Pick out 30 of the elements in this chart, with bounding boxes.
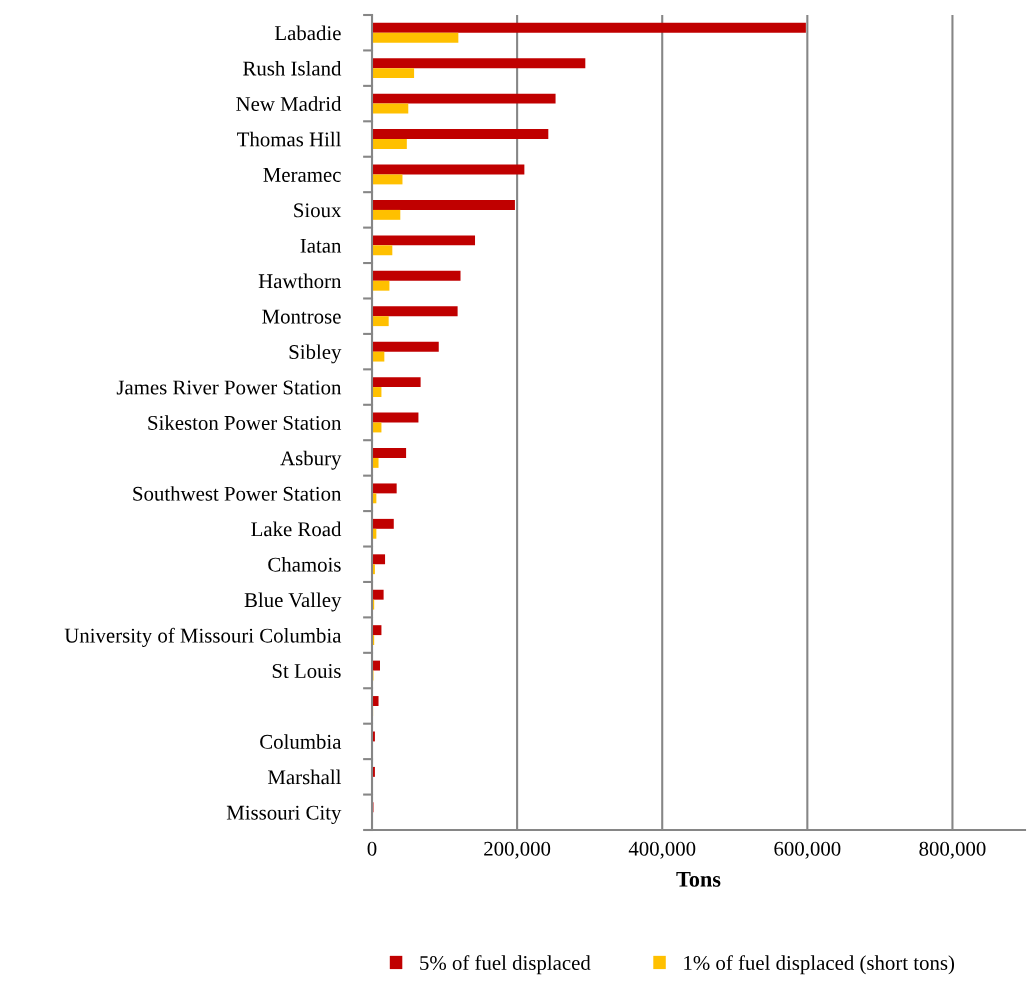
y-tick-label: Hawthorn xyxy=(258,273,342,289)
y-tick-label: University of Missouri Columbia xyxy=(64,627,342,647)
y-tick-label: Sibley xyxy=(289,344,342,364)
y-tick-label: Rush Island xyxy=(243,60,342,76)
y-tick-label: Asbury xyxy=(280,450,342,470)
y-tick-label: Sikeston Power Station xyxy=(148,415,342,430)
x-tick-label: 800,000 xyxy=(919,841,986,859)
y-tick-label: Iatan xyxy=(300,238,342,253)
y-tick-label: New Madrid xyxy=(236,96,342,112)
legend-label: 1% of fuel displaced (short tons) xyxy=(684,955,955,975)
y-tick-label: Lake Road xyxy=(251,521,342,537)
legend-label: 5% of fuel displaced xyxy=(420,955,591,975)
y-tick-label: Meramec xyxy=(263,168,341,182)
x-tick-label: 600,000 xyxy=(774,841,841,859)
y-tick-label: Chamois xyxy=(268,557,341,572)
y-tick-label: James River Power Station xyxy=(116,380,342,395)
x-tick-label: 400,000 xyxy=(628,841,696,859)
y-tick-label: Southwest Power Station xyxy=(133,486,342,501)
x-tick-label: 0 xyxy=(367,841,377,856)
y-tick-label: Sioux xyxy=(294,203,342,218)
y-tick-label: Columbia xyxy=(260,734,342,749)
y-tick-label: Thomas Hill xyxy=(237,131,342,147)
y-tick-label: Marshall xyxy=(267,769,342,785)
y-tick-label: St Louis xyxy=(272,663,341,678)
x-tick-label: 200,000 xyxy=(484,841,551,859)
y-tick-label: Montrose xyxy=(262,309,341,324)
y-tick-label: Missouri City xyxy=(226,805,342,824)
x-axis-title: Tons xyxy=(676,871,721,887)
y-tick-label: Blue Valley xyxy=(244,592,342,612)
y-tick-label: Labadie xyxy=(274,25,341,41)
